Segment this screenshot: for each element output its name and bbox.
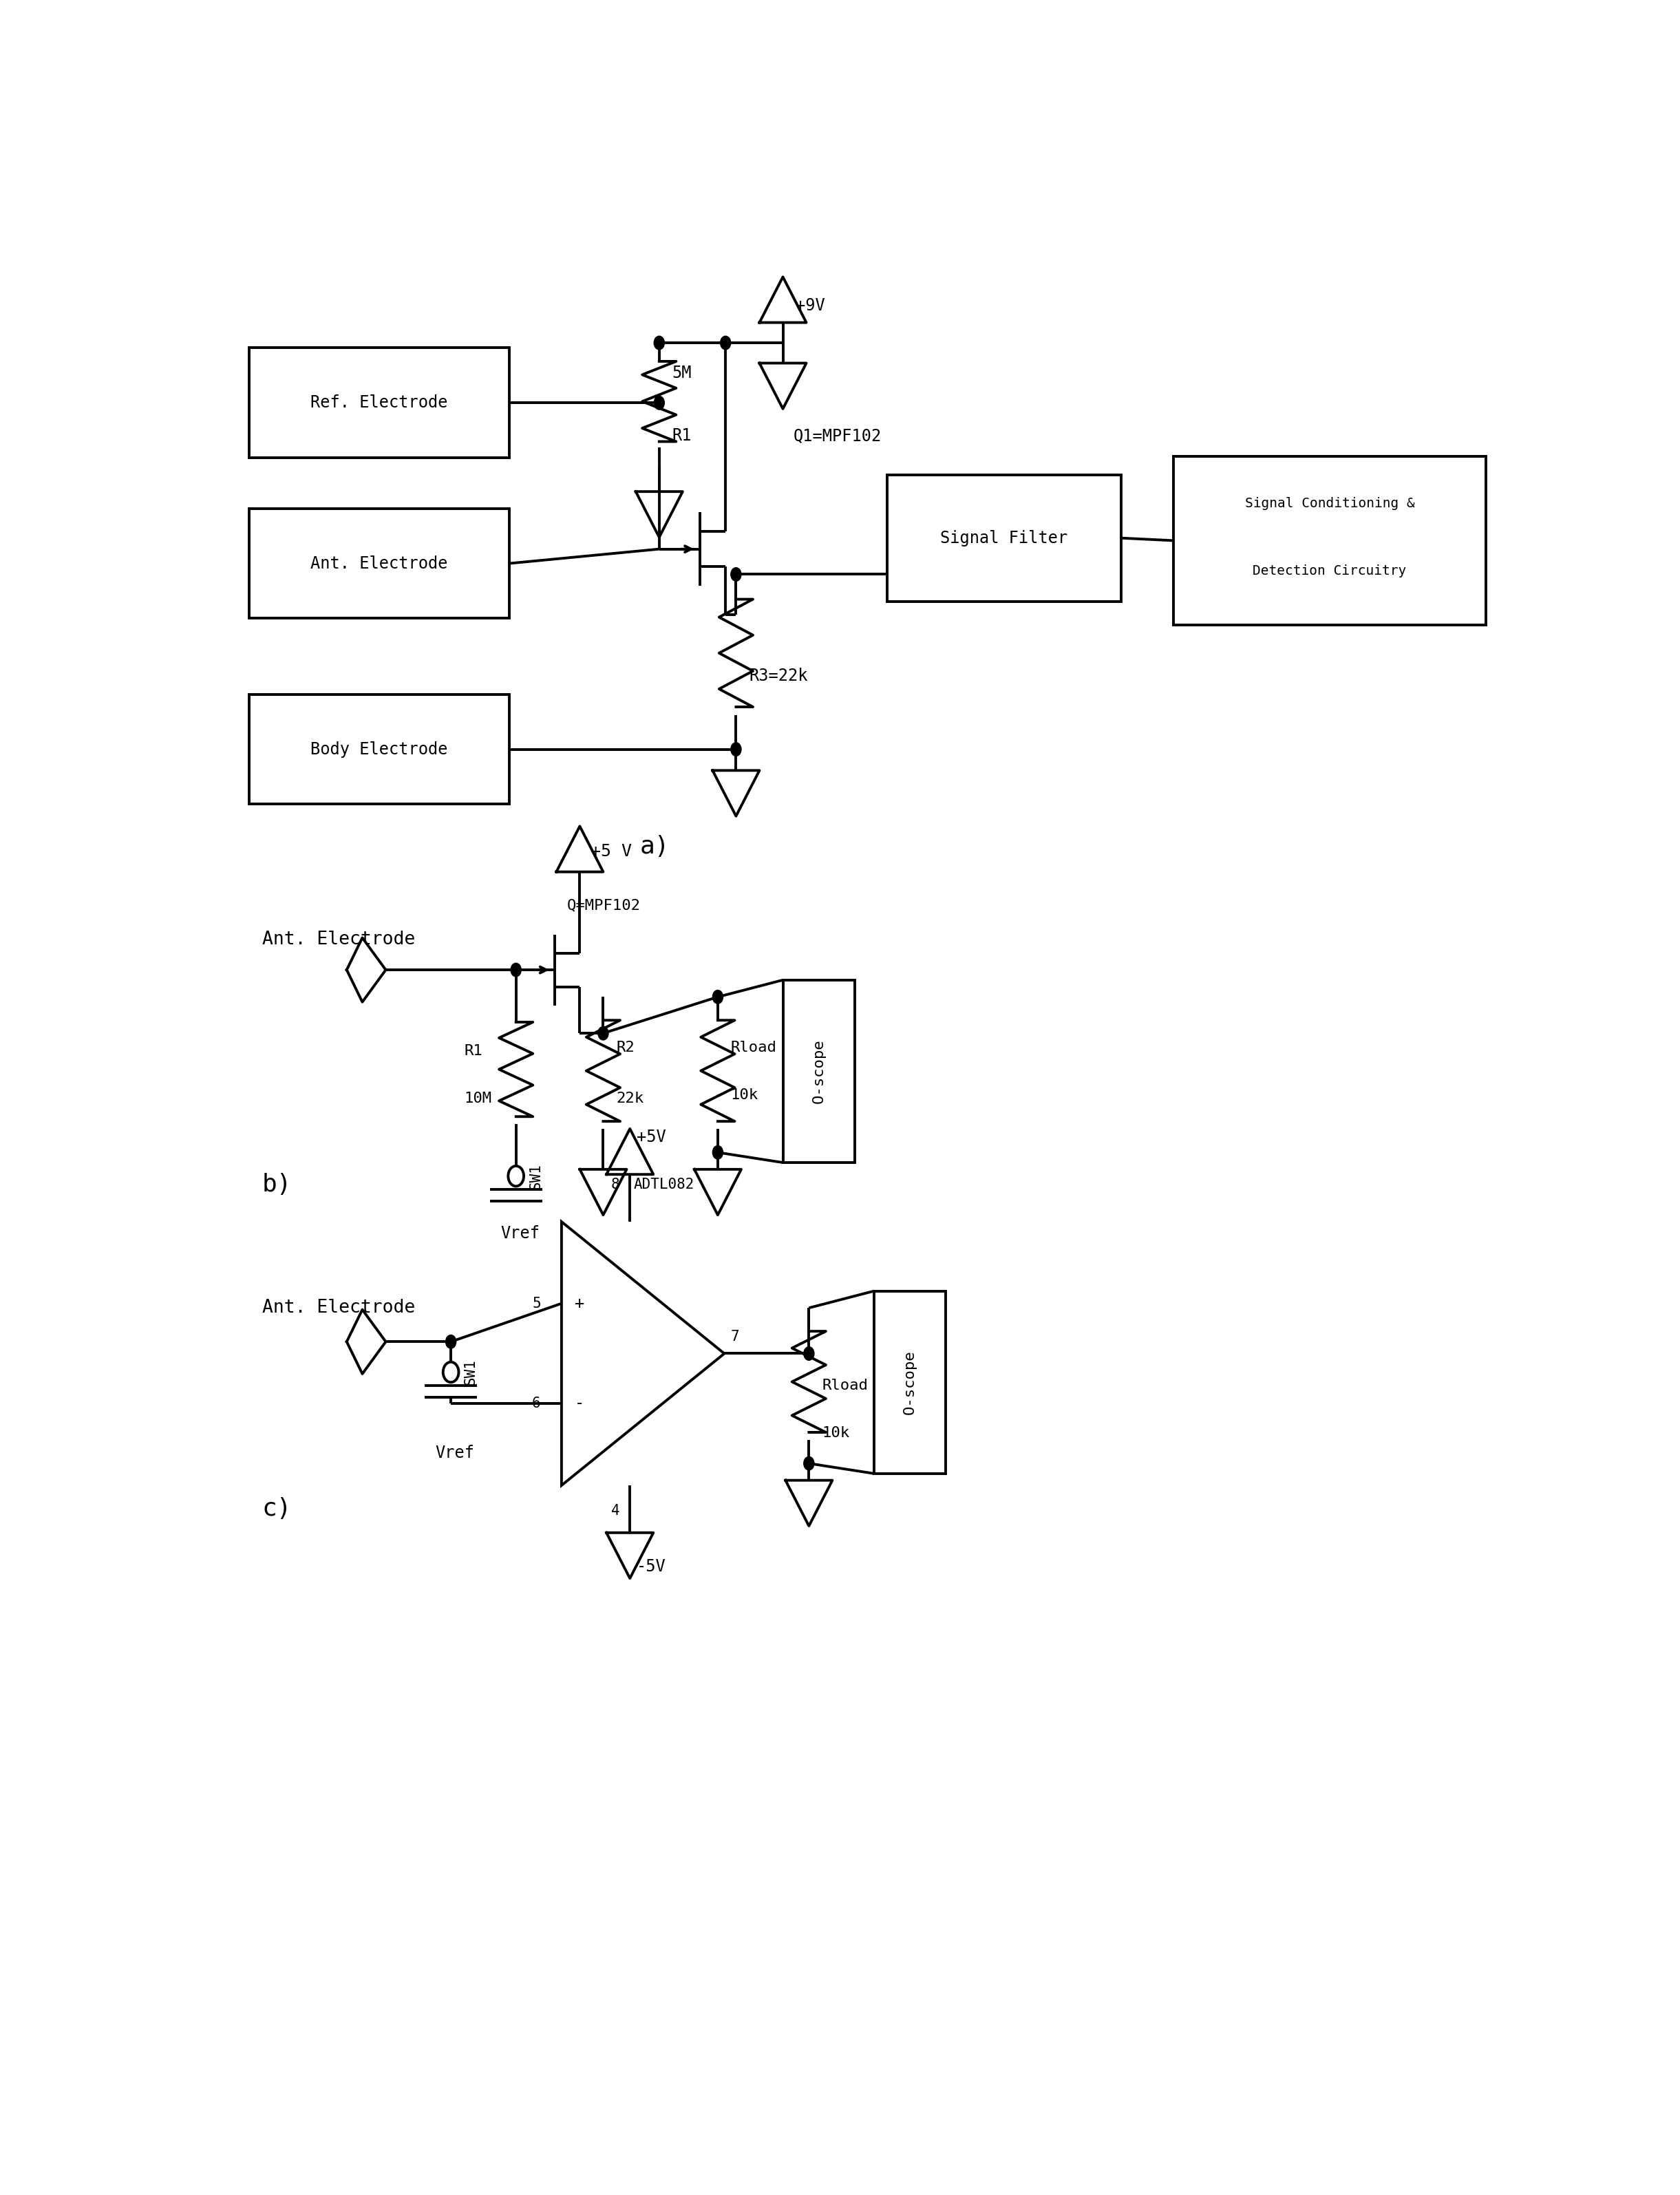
Circle shape	[654, 336, 664, 349]
Text: Ant. Electrode: Ant. Electrode	[262, 931, 415, 948]
Text: 10M: 10M	[464, 1091, 492, 1106]
Text: Ant. Electrode: Ant. Electrode	[262, 1299, 415, 1317]
Text: Vref: Vref	[435, 1444, 474, 1462]
Bar	[249, 347, 509, 459]
Circle shape	[712, 1146, 722, 1159]
Text: +9V: +9V	[796, 296, 825, 314]
Text: SW1: SW1	[464, 1359, 477, 1385]
Bar	[249, 509, 509, 619]
Text: Q=MPF102: Q=MPF102	[566, 898, 640, 913]
Text: R3=22k: R3=22k	[749, 667, 808, 685]
Text: 22k: 22k	[617, 1091, 643, 1106]
Circle shape	[721, 336, 731, 349]
Text: 6: 6	[533, 1396, 541, 1411]
Text: 7: 7	[731, 1330, 739, 1343]
Text: SW1: SW1	[529, 1163, 543, 1190]
Text: Rload: Rload	[731, 1040, 776, 1054]
Bar	[887, 474, 1122, 601]
Text: 8: 8	[612, 1179, 620, 1192]
Circle shape	[654, 395, 664, 410]
Text: Detection Circuitry: Detection Circuitry	[1253, 564, 1406, 577]
Circle shape	[731, 569, 741, 582]
Text: Q1=MPF102: Q1=MPF102	[793, 428, 882, 443]
Bar	[874, 1291, 946, 1473]
Text: Body Electrode: Body Electrode	[311, 742, 449, 757]
Text: 10k: 10k	[822, 1427, 850, 1440]
Text: 4: 4	[612, 1504, 620, 1517]
Text: O-scope: O-scope	[811, 1038, 825, 1104]
Circle shape	[598, 1027, 608, 1040]
Circle shape	[803, 1457, 815, 1471]
Circle shape	[803, 1348, 815, 1361]
Text: O-scope: O-scope	[902, 1350, 917, 1414]
Text: ADTL082: ADTL082	[633, 1179, 694, 1192]
Text: b): b)	[262, 1172, 292, 1196]
Text: +: +	[575, 1295, 585, 1313]
Circle shape	[445, 1335, 455, 1348]
Text: Ant. Electrode: Ant. Electrode	[311, 555, 449, 571]
Text: R1: R1	[464, 1045, 482, 1058]
Circle shape	[511, 964, 521, 977]
Text: -5V: -5V	[637, 1558, 665, 1574]
Text: Signal Conditioning &: Signal Conditioning &	[1245, 496, 1415, 509]
Text: Ref. Electrode: Ref. Electrode	[311, 395, 449, 410]
Circle shape	[731, 742, 741, 755]
Text: -: -	[575, 1396, 585, 1411]
Bar	[249, 694, 509, 803]
Text: Signal Filter: Signal Filter	[941, 529, 1068, 547]
Text: c): c)	[262, 1497, 292, 1521]
Text: Vref: Vref	[501, 1225, 539, 1242]
Text: R2: R2	[617, 1040, 635, 1054]
Circle shape	[712, 990, 722, 1003]
Bar	[783, 979, 855, 1163]
Text: R1: R1	[672, 428, 692, 443]
Text: 10k: 10k	[731, 1089, 758, 1102]
Text: Rload: Rload	[822, 1378, 869, 1392]
Text: 5: 5	[533, 1297, 541, 1310]
Bar	[1173, 457, 1485, 626]
Text: a): a)	[640, 834, 670, 858]
Text: +5 V: +5 V	[590, 843, 632, 860]
Text: +5V: +5V	[637, 1128, 665, 1146]
Text: 5M: 5M	[672, 364, 692, 382]
